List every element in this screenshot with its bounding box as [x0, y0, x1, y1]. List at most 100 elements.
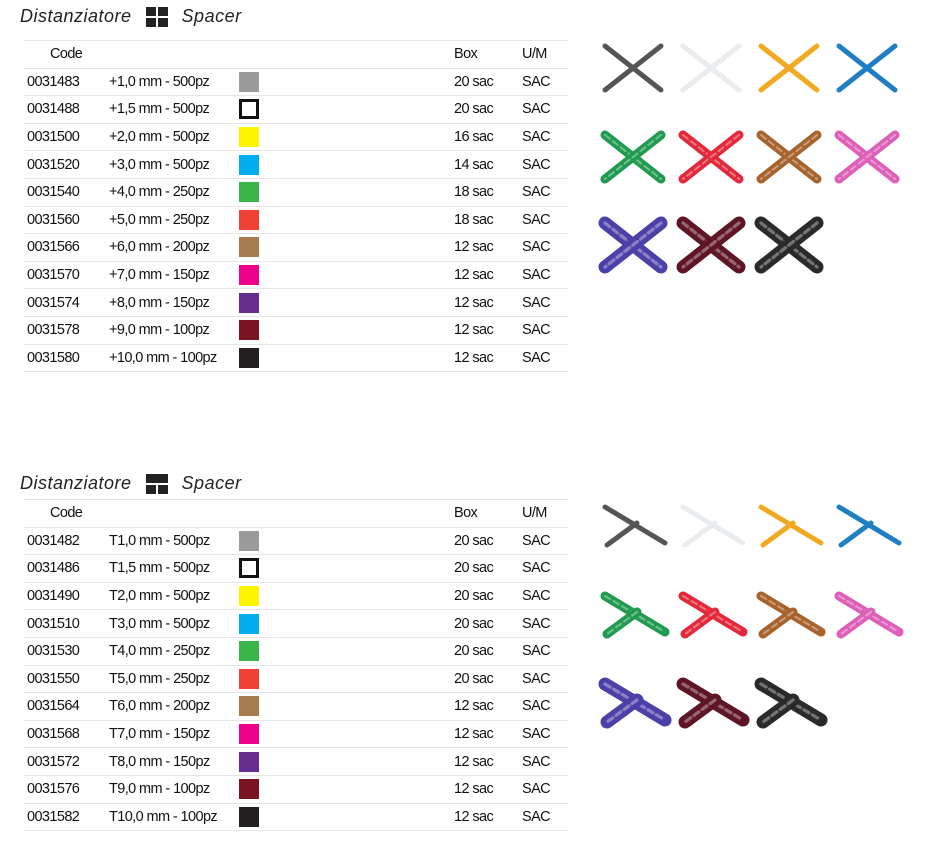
table-row: 0031530 T4,0 mm - 250pz 20 sac SAC [24, 636, 568, 666]
color-swatch [239, 99, 259, 120]
t-spacer-image [754, 677, 828, 729]
table-row: 0031576 T9,0 mm - 100pz 12 sac SAC [24, 774, 568, 804]
table-row: 0031560 +5,0 mm - 250pz 18 sac SAC [24, 205, 568, 234]
table-row: 0031540 +4,0 mm - 250pz 18 sac SAC [24, 177, 568, 207]
box-quantity: 20 sac [454, 554, 522, 583]
header-um: U/M [522, 499, 568, 528]
product-size: +6,0 mm - 200pz [109, 233, 239, 262]
product-code: 0031578 [24, 315, 109, 345]
color-swatch [239, 696, 259, 717]
section-title: Distanziatore Spacer [20, 6, 242, 27]
product-code: 0031560 [24, 205, 109, 234]
color-swatch [239, 724, 259, 745]
product-size: T1,0 mm - 500pz [109, 526, 239, 555]
product-size: T8,0 mm - 150pz [109, 747, 239, 776]
color-swatch [239, 751, 259, 772]
box-quantity: 12 sac [454, 343, 522, 373]
t-spacer-image [836, 504, 902, 548]
color-swatch [239, 182, 259, 203]
product-size: T4,0 mm - 250pz [109, 636, 239, 666]
cross-spacer-image [756, 130, 822, 184]
cross-spacer-image [600, 130, 666, 184]
product-code: 0031568 [24, 719, 109, 748]
product-size: +9,0 mm - 100pz [109, 315, 239, 345]
header-code: Code [24, 40, 109, 69]
color-swatch [239, 558, 259, 579]
color-swatch [239, 127, 259, 148]
product-size: +4,0 mm - 250pz [109, 177, 239, 207]
color-swatch [239, 237, 259, 258]
product-size: T1,5 mm - 500pz [109, 554, 239, 583]
product-code: 0031482 [24, 526, 109, 555]
spacer-images [598, 504, 904, 729]
color-swatch [239, 347, 259, 368]
box-quantity: 20 sac [454, 526, 522, 555]
box-quantity: 12 sac [454, 774, 522, 804]
t-spacer-image [834, 591, 904, 639]
unit-of-measure: SAC [522, 233, 568, 262]
box-quantity: 16 sac [454, 122, 522, 151]
table-row: 0031580 +10,0 mm - 100pz 12 sac SAC [24, 343, 568, 373]
cross-spacer-image [598, 216, 668, 274]
box-quantity: 20 sac [454, 609, 522, 638]
box-quantity: 12 sac [454, 315, 522, 345]
product-code: 0031510 [24, 609, 109, 638]
table-row: 0031482 T1,0 mm - 500pz 20 sac SAC [24, 526, 568, 555]
t-spacer-image [598, 677, 672, 729]
unit-of-measure: SAC [522, 315, 568, 345]
product-size: T10,0 mm - 100pz [109, 802, 239, 832]
cross-spacer-image [602, 43, 664, 93]
unit-of-measure: SAC [522, 609, 568, 638]
table-row: 0031510 T3,0 mm - 500pz 20 sac SAC [24, 609, 568, 638]
box-quantity: 12 sac [454, 260, 522, 289]
table-row: 0031570 +7,0 mm - 150pz 12 sac SAC [24, 260, 568, 289]
cross-spacer-image [834, 130, 900, 184]
color-swatch [239, 668, 259, 689]
product-code: 0031572 [24, 747, 109, 776]
box-quantity: 12 sac [454, 719, 522, 748]
product-size: +1,0 mm - 500pz [109, 67, 239, 96]
product-code: 0031580 [24, 343, 109, 373]
table-row: 0031568 T7,0 mm - 150pz 12 sac SAC [24, 719, 568, 748]
product-code: 0031576 [24, 774, 109, 804]
table-row: 0031572 T8,0 mm - 150pz 12 sac SAC [24, 747, 568, 776]
product-code: 0031570 [24, 260, 109, 289]
table-row: 0031520 +3,0 mm - 500pz 14 sac SAC [24, 150, 568, 179]
t-spacer-image [680, 504, 746, 548]
header-box: Box [454, 499, 522, 528]
product-code: 0031483 [24, 67, 109, 96]
product-code: 0031566 [24, 233, 109, 262]
product-code: 0031530 [24, 636, 109, 666]
product-code: 0031520 [24, 150, 109, 179]
product-size: +3,0 mm - 500pz [109, 150, 239, 179]
color-swatch [239, 292, 259, 313]
spacer-images [598, 43, 900, 274]
product-size: T7,0 mm - 150pz [109, 719, 239, 748]
unit-of-measure: SAC [522, 554, 568, 583]
box-quantity: 12 sac [454, 233, 522, 262]
unit-of-measure: SAC [522, 581, 568, 610]
color-swatch [239, 71, 259, 92]
cross-spacer-image [754, 216, 824, 274]
unit-of-measure: SAC [522, 67, 568, 96]
box-quantity: 20 sac [454, 664, 522, 693]
unit-of-measure: SAC [522, 95, 568, 124]
unit-of-measure: SAC [522, 260, 568, 289]
t-spacer-image [602, 504, 668, 548]
product-table: Code Box U/M 0031482 T1,0 mm - 500pz 20 sac SA… [24, 499, 568, 832]
product-size: +8,0 mm - 150pz [109, 288, 239, 317]
color-swatch [239, 806, 259, 827]
unit-of-measure: SAC [522, 719, 568, 748]
color-swatch [239, 265, 259, 286]
product-code: 0031574 [24, 288, 109, 317]
color-swatch [239, 641, 259, 662]
unit-of-measure: SAC [522, 526, 568, 555]
color-swatch [239, 320, 259, 341]
product-size: +1,5 mm - 500pz [109, 95, 239, 124]
header-um: U/M [522, 40, 568, 69]
product-code: 0031564 [24, 692, 109, 721]
unit-of-measure: SAC [522, 150, 568, 179]
product-size: +7,0 mm - 150pz [109, 260, 239, 289]
product-table: Code Box U/M 0031483 +1,0 mm - 500pz 20 sac SA… [24, 40, 568, 373]
table-row: 0031486 T1,5 mm - 500pz 20 sac SAC [24, 554, 568, 583]
